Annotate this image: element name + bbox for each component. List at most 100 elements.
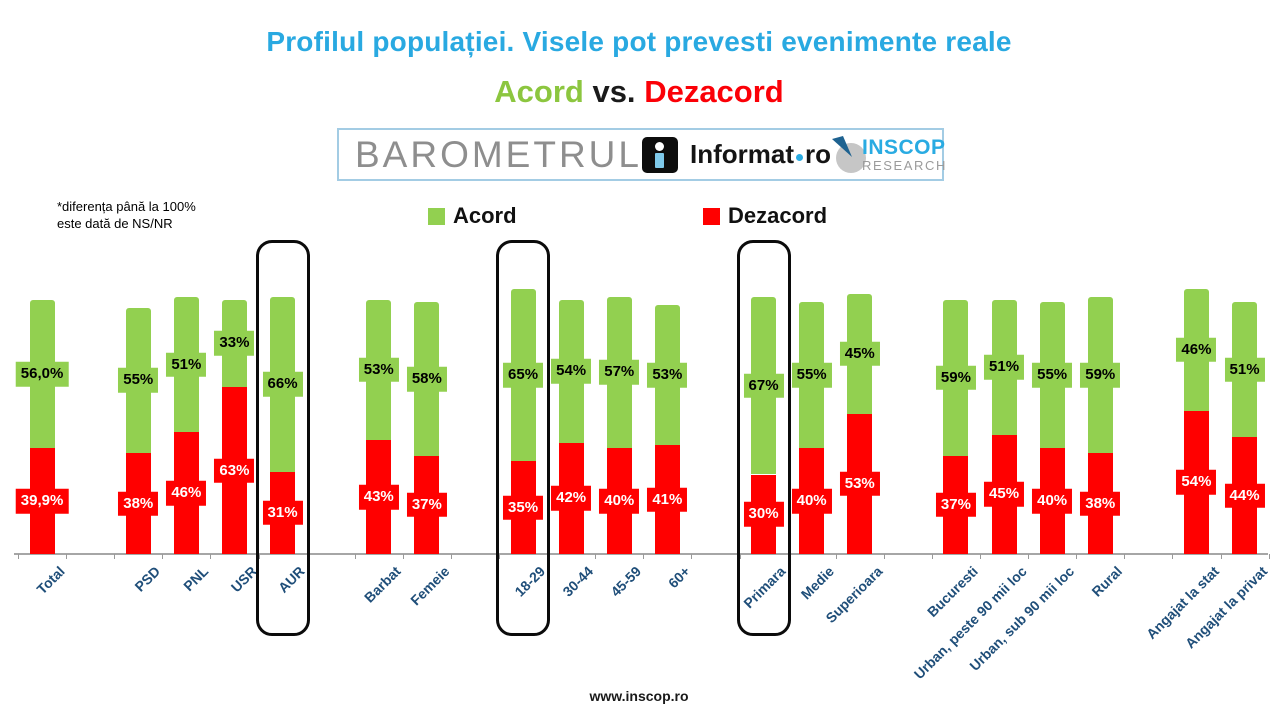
axis-tick [739,554,741,559]
value-label-acord: 67% [743,373,784,398]
category-label: 18-29 [511,563,549,600]
x-axis-line [14,553,1268,555]
value-label-dezacord: 45% [984,482,1025,507]
legend-swatch-dezacord [703,207,720,225]
category-label: USR [227,563,260,596]
value-label-dezacord: 46% [166,480,207,506]
informat-stem-icon [655,152,665,168]
value-label-acord: 53% [647,362,688,388]
axis-tick [1268,554,1270,559]
value-label-dezacord: 35% [503,495,544,520]
axis-tick [835,554,837,559]
category-label: Barbat [361,563,405,606]
axis-tick [210,554,212,559]
legend-item-acord: Acord [428,203,517,229]
value-label-acord: 51% [1224,357,1265,383]
footnote: *diferența până la 100% este dată de NS/… [57,198,196,232]
axis-tick [306,554,308,559]
informat-logo-group: Informat ro [641,136,831,173]
value-label-dezacord: 40% [599,488,640,514]
category-label: Primara [740,563,789,612]
value-label-acord: 56,0% [15,361,69,387]
axis-tick [643,554,645,559]
subtitle-dezacord: Dezacord [644,74,784,109]
category-label: AUR [275,563,308,596]
axis-tick [66,554,68,559]
value-label-dezacord: 54% [1176,470,1217,495]
inscop-name: INSCOP [861,136,946,159]
value-label-dezacord: 40% [791,488,832,514]
axis-tick [883,554,885,559]
legend-swatch-acord [428,207,445,225]
axis-tick [258,554,260,559]
inscop-research: RESEARCH [861,158,948,173]
value-label-acord: 55% [1032,362,1073,388]
value-label-acord: 59% [1080,362,1121,388]
page-subtitle: Acord vs. Dezacord [0,74,1278,110]
value-label-acord: 55% [118,368,159,393]
value-label-dezacord: 43% [358,484,399,510]
axis-tick [691,554,693,559]
axis-tick [547,554,549,559]
value-label-dezacord: 38% [1080,491,1121,516]
axis-tick [595,554,597,559]
value-label-dezacord: 53% [839,471,880,497]
category-label: Medie [797,563,837,603]
value-label-dezacord: 42% [551,486,592,511]
axis-tick [354,554,356,559]
category-label: Femeie [406,563,453,609]
axis-tick [499,554,500,559]
footnote-line2: este dată de NS/NR [57,216,173,231]
value-label-acord: 33% [214,331,255,356]
value-label-acord: 53% [358,357,399,383]
value-label-acord: 55% [791,362,832,388]
axis-tick [1124,554,1126,559]
informat-name-left: Informat [689,139,794,169]
page-title: Profilul populației. Visele pot prevesti… [266,26,1012,57]
inscop-pie-icon [831,135,866,173]
informat-separator-dot-icon [795,154,803,161]
value-label-acord: 58% [406,366,447,392]
value-label-dezacord: 44% [1224,483,1265,508]
inscop-wordmark: INSCOP RESEARCH [862,137,947,172]
informat-i-icon [641,136,678,173]
legend-label-acord: Acord [453,203,517,228]
value-label-dezacord: 37% [935,492,976,518]
logo-banner: BAROMETRUL Informat ro INSCOP RESEARCH [337,128,947,181]
value-label-acord: 66% [262,372,303,397]
value-label-dezacord: 31% [262,500,303,526]
value-label-acord: 65% [503,362,544,388]
value-label-dezacord: 38% [118,491,159,516]
value-label-acord: 46% [1176,337,1217,363]
category-label: 45-59 [607,563,645,600]
category-label: Rural [1088,563,1126,600]
value-label-acord: 51% [166,352,207,377]
inscop-logo-group: INSCOP RESEARCH [831,135,947,175]
value-label-acord: 51% [984,354,1025,380]
axis-tick [450,554,452,559]
value-label-dezacord: 30% [743,502,784,527]
barometrul-logo: BAROMETRUL [355,134,642,175]
category-label: 30-44 [559,563,597,600]
subtitle-acord: Acord [494,74,584,109]
value-label-acord: 45% [839,341,880,367]
informat-dot-icon [655,141,665,151]
category-label: Total [33,563,68,598]
footnote-line1: *diferența până la 100% [57,199,196,214]
category-label: 60+ [664,563,693,592]
axis-tick [1076,554,1078,559]
axis-tick [1220,554,1222,559]
value-label-acord: 59% [935,365,976,391]
footer-url: www.inscop.ro [589,688,689,704]
value-label-dezacord: 37% [406,492,447,518]
value-label-dezacord: 40% [1032,488,1073,514]
axis-tick [114,554,116,559]
value-label-dezacord: 39,9% [15,488,69,514]
category-label: Angajat la privat [1181,563,1270,652]
value-label-dezacord: 63% [214,458,255,483]
axis-tick [1172,554,1174,559]
category-label: PSD [131,563,164,595]
axis-tick [1028,554,1030,559]
